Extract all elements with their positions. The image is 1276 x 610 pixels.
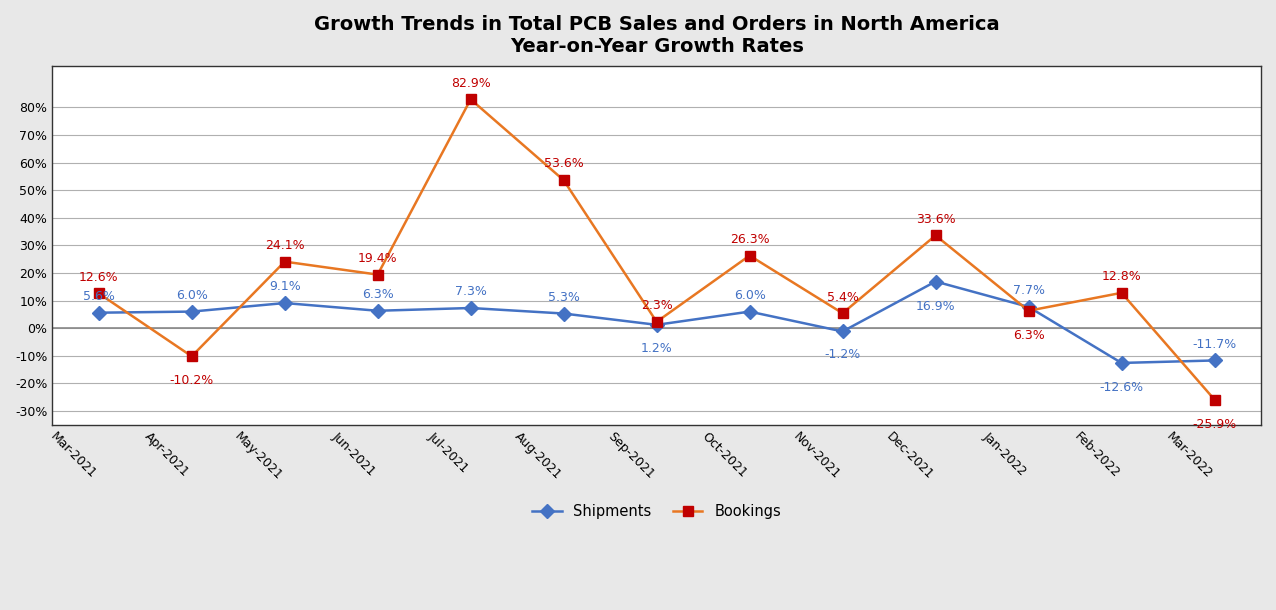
Text: 26.3%: 26.3%: [730, 233, 769, 246]
Bookings: [184, 353, 199, 360]
Shipments: [1021, 303, 1036, 310]
Shipments: [556, 310, 572, 317]
Shipments: [184, 308, 199, 315]
Shipments: [463, 304, 478, 312]
Text: 6.3%: 6.3%: [1013, 329, 1045, 342]
Bookings: [649, 318, 665, 326]
Line: Shipments: Shipments: [94, 277, 1220, 368]
Bookings: [1207, 396, 1222, 403]
Bookings: [1021, 307, 1036, 314]
Text: 5.4%: 5.4%: [827, 290, 859, 304]
Text: 6.3%: 6.3%: [362, 288, 393, 301]
Bookings: [370, 271, 385, 278]
Shipments: [1207, 357, 1222, 364]
Text: 5.3%: 5.3%: [547, 291, 579, 304]
Shipments: [741, 308, 757, 315]
Bookings: [835, 310, 850, 317]
Bookings: [277, 258, 292, 265]
Text: -11.7%: -11.7%: [1192, 338, 1236, 351]
Text: 16.9%: 16.9%: [916, 300, 956, 312]
Bookings: [556, 176, 572, 184]
Shipments: [1114, 359, 1129, 367]
Legend: Shipments, Bookings: Shipments, Bookings: [527, 498, 787, 525]
Text: -12.6%: -12.6%: [1100, 381, 1143, 394]
Text: -1.2%: -1.2%: [824, 348, 861, 361]
Text: 82.9%: 82.9%: [450, 77, 490, 90]
Text: 2.3%: 2.3%: [641, 299, 672, 312]
Text: 6.0%: 6.0%: [734, 289, 766, 302]
Shipments: [835, 328, 850, 335]
Bookings: [741, 252, 757, 259]
Shipments: [91, 309, 106, 317]
Text: 7.7%: 7.7%: [1013, 284, 1045, 297]
Text: 7.3%: 7.3%: [454, 285, 486, 298]
Text: 1.2%: 1.2%: [641, 342, 672, 354]
Bookings: [91, 290, 106, 297]
Text: -10.2%: -10.2%: [170, 375, 214, 387]
Text: 12.6%: 12.6%: [79, 271, 119, 284]
Bookings: [1114, 289, 1129, 296]
Shipments: [277, 300, 292, 307]
Shipments: [370, 307, 385, 314]
Shipments: [649, 321, 665, 329]
Bookings: [463, 96, 478, 103]
Title: Growth Trends in Total PCB Sales and Orders in North America
Year-on-Year Growth: Growth Trends in Total PCB Sales and Ord…: [314, 15, 999, 56]
Shipments: [928, 278, 943, 285]
Text: -25.9%: -25.9%: [1192, 418, 1236, 431]
Line: Bookings: Bookings: [94, 95, 1220, 404]
Text: 5.6%: 5.6%: [83, 290, 115, 303]
Text: 19.4%: 19.4%: [357, 252, 398, 265]
Bookings: [928, 232, 943, 239]
Text: 9.1%: 9.1%: [269, 281, 301, 293]
Text: 33.6%: 33.6%: [916, 213, 956, 226]
Text: 24.1%: 24.1%: [265, 239, 305, 252]
Text: 12.8%: 12.8%: [1101, 270, 1142, 283]
Text: 6.0%: 6.0%: [176, 289, 208, 302]
Text: 53.6%: 53.6%: [544, 157, 583, 170]
